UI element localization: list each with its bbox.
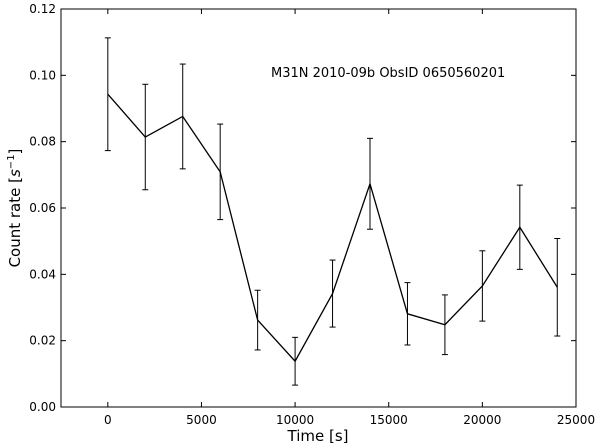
- x-axis-label: Time [s]: [287, 427, 349, 444]
- x-tick-label: 5000: [186, 413, 217, 427]
- axis-ticks: 0 5000 10000 15000 20000 25000 0.00 0.02 0.04 0.0…: [29, 2, 595, 427]
- y-tick-label: 0.08: [29, 135, 56, 149]
- data-series: [104, 37, 561, 386]
- y-axis-label: Count rate [s−1]: [6, 149, 24, 268]
- x-tick-label: 20000: [463, 413, 501, 427]
- plot-frame: [60, 8, 577, 408]
- x-tick-label: 25000: [557, 413, 595, 427]
- y-tick-label: 0.06: [29, 201, 56, 215]
- plot-area: [61, 9, 576, 407]
- x-tick-label: 15000: [370, 413, 408, 427]
- y-tick-label: 0.12: [29, 2, 56, 16]
- x-tick-label: 10000: [276, 413, 314, 427]
- x-tick-label: 0: [104, 413, 112, 427]
- y-tick-label: 0.10: [29, 68, 56, 82]
- annotation-label: M31N 2010-09b ObsID 0650560201: [271, 66, 505, 81]
- y-tick-label: 0.04: [29, 267, 56, 281]
- y-tick-label: 0.02: [29, 334, 56, 348]
- y-tick-label: 0.00: [29, 400, 56, 414]
